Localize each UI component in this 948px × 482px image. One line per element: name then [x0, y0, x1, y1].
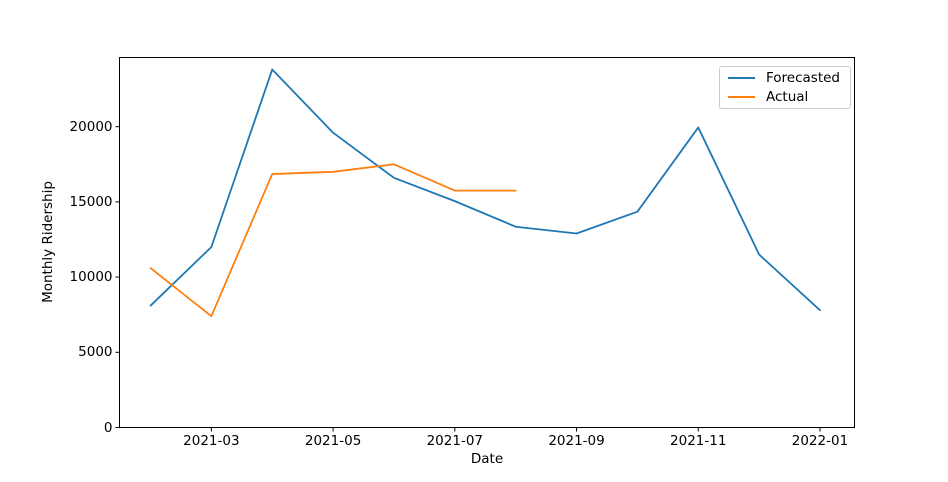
forecasted-line: [149, 68, 821, 312]
x-axis-tick-label: 2021-09: [548, 433, 605, 449]
axes-box: [119, 57, 855, 428]
legend-label-forecasted: Forecasted: [766, 70, 840, 87]
y-axis-tick-label: 10000: [69, 269, 113, 286]
series-lines: [149, 68, 821, 318]
tick-marks: [115, 126, 821, 432]
x-axis-tick-label: 2021-05: [304, 433, 362, 449]
legend: Forecasted Actual: [719, 66, 851, 109]
forecasted-line-sample: [728, 77, 755, 80]
x-axis-label: Date: [470, 451, 504, 467]
x-axis-tick-label: 2021-03: [183, 433, 240, 449]
legend-entry-forecasted: Forecasted: [720, 69, 850, 87]
legend-entry-actual: Actual: [720, 88, 850, 106]
y-axis-tick-label: 20000: [69, 118, 113, 135]
x-axis-tick-label: 2022-01: [791, 433, 849, 449]
legend-label-actual: Actual: [766, 88, 809, 105]
y-axis-tick-label: 5000: [78, 344, 113, 361]
actual-line: [149, 163, 517, 318]
x-axis-tick-label: 2021-07: [426, 433, 483, 449]
y-axis-tick-label: 15000: [69, 193, 113, 210]
x-axis-tick-label: 2021-11: [670, 433, 727, 449]
y-axis-tick-label: 0: [103, 419, 113, 436]
actual-line-sample: [728, 95, 755, 98]
